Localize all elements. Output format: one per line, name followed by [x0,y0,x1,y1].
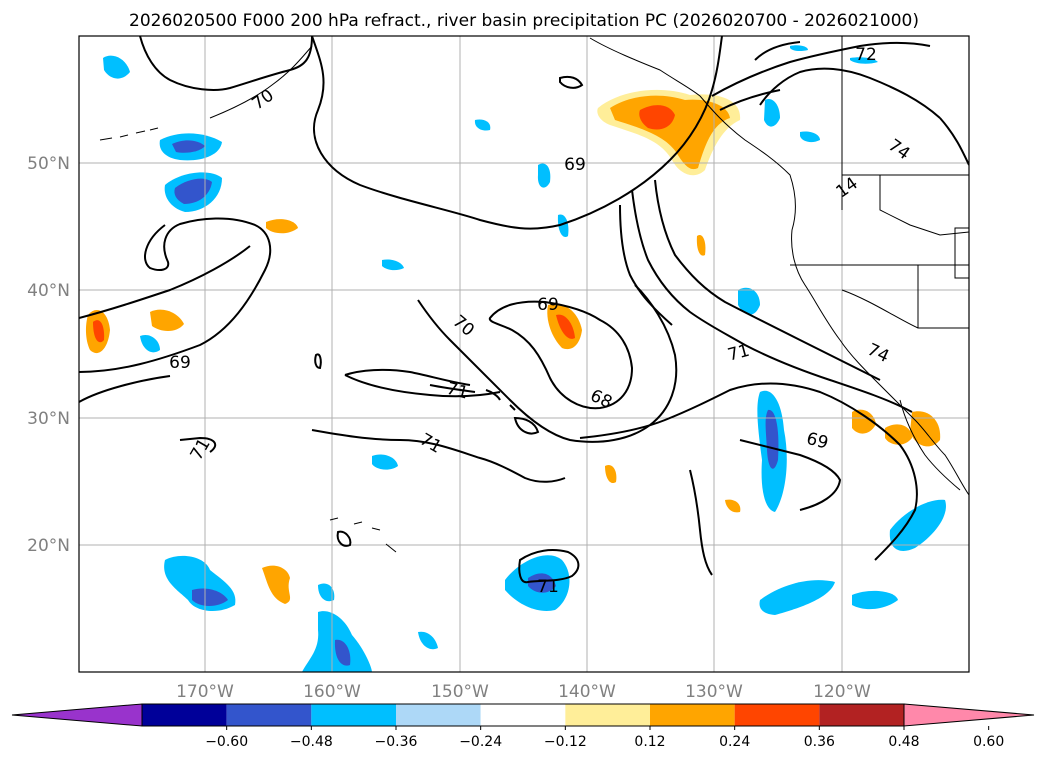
negative-anomaly-area [318,583,335,602]
negative-anomaly-area [192,588,228,606]
colorbar-tick-label: −0.48 [290,734,333,750]
positive-anomaly-area [852,409,876,434]
graticule [79,36,969,672]
negative-anomaly-area [738,287,760,315]
colorbar-segment [311,704,396,726]
positive-anomaly-area [885,424,912,445]
negative-anomaly-area [790,45,808,52]
negative-anomaly-area [852,590,898,610]
lon-label: 120°W [813,682,871,702]
colorbar-segment [226,704,312,726]
positive-anomaly-area [910,411,941,447]
positive-anomaly-area [605,464,617,484]
negative-anomaly-area [759,580,835,615]
contour-label: 71 [537,577,559,597]
lat-label: 50°N [27,154,70,174]
negative-anomaly-area [850,57,878,64]
negative-anomaly-area [418,631,438,650]
lon-label: 150°W [431,682,489,702]
negative-anomaly-area [889,499,946,551]
colorbar-tick-label: −0.24 [459,734,502,750]
positive-anomaly-area [639,105,675,130]
contour-label: 69 [537,295,559,315]
negative-anomaly-area [382,259,404,271]
contour-label: 72 [855,45,877,65]
colorbar-tick-label: 0.24 [719,734,750,750]
colorbar-segment [565,704,650,726]
negative-anomaly-area [334,639,351,666]
positive-anomaly-area [696,234,706,256]
map-frame [78,35,970,673]
negative-anomaly-area [528,573,556,593]
lon-label: 170°W [176,682,234,702]
colorbar-tick-label: 0.12 [634,734,665,750]
colorbar-extend-min [11,703,143,727]
colorbar-tick-label: −0.36 [375,734,418,750]
colorbar-segment [142,704,227,726]
colorbar-segment [480,704,566,726]
colorbar-segment [396,704,481,726]
map-title: 2026020500 F000 200 hPa refract., river … [129,11,919,31]
positive-anomaly-area [150,309,184,331]
negative-anomaly-area [372,454,398,470]
refractivity-contours [79,36,969,584]
negative-anomaly-area [474,119,491,131]
colorbar-outline [141,703,905,727]
colorbar-segment [734,704,820,726]
lat-label: 40°N [27,281,70,301]
negative-anomaly-area [557,214,569,238]
colorbar-tick-label: 0.48 [888,734,919,750]
contour-label: 69 [169,353,191,373]
lon-label: 160°W [303,682,361,702]
negative-anomaly-area [140,334,160,353]
negative-anomaly-area [172,140,205,153]
positive-anomaly-area [556,314,575,339]
positive-anomaly-area [725,499,741,513]
negative-anomaly-area [174,178,212,204]
colorbar-extend-max [903,703,1035,727]
negative-anomaly-area [765,409,779,469]
coastlines [99,36,969,553]
lat-label: 30°N [27,409,70,429]
negative-anomaly-area [103,55,130,79]
positive-anomaly-area [266,219,298,234]
colorbar-tick-label: −0.12 [544,734,587,750]
positive-anomaly-area [93,320,105,343]
lon-label: 130°W [685,682,743,702]
colorbar-tick-label: 0.60 [973,734,1004,750]
shaded-precipitation-field [85,45,946,672]
negative-anomaly-area [800,131,820,143]
lon-label: 140°W [558,682,616,702]
lat-label: 20°N [27,536,70,556]
colorbar-tick-label: 0.36 [804,734,835,750]
contour-label: 69 [564,155,586,175]
colorbar-segment [650,704,735,726]
latitude-labels: 50°N 40°N 30°N 20°N [27,154,70,556]
colorbar-tick-label: −0.60 [205,734,248,750]
map-panel: 72 70 74 69 14 69 70 71 71 74 69 68 71 7… [78,35,970,673]
longitude-labels: 170°W 160°W 150°W 140°W 130°W 120°W [176,682,871,702]
negative-anomaly-area [537,163,551,188]
positive-anomaly-area [262,565,291,604]
colorbar: −0.60 −0.48 −0.36 −0.24 −0.12 0.12 0.24 0.36 0.4… [11,703,1035,750]
colorbar-segment [819,704,904,726]
negative-anomaly-area [764,98,780,127]
